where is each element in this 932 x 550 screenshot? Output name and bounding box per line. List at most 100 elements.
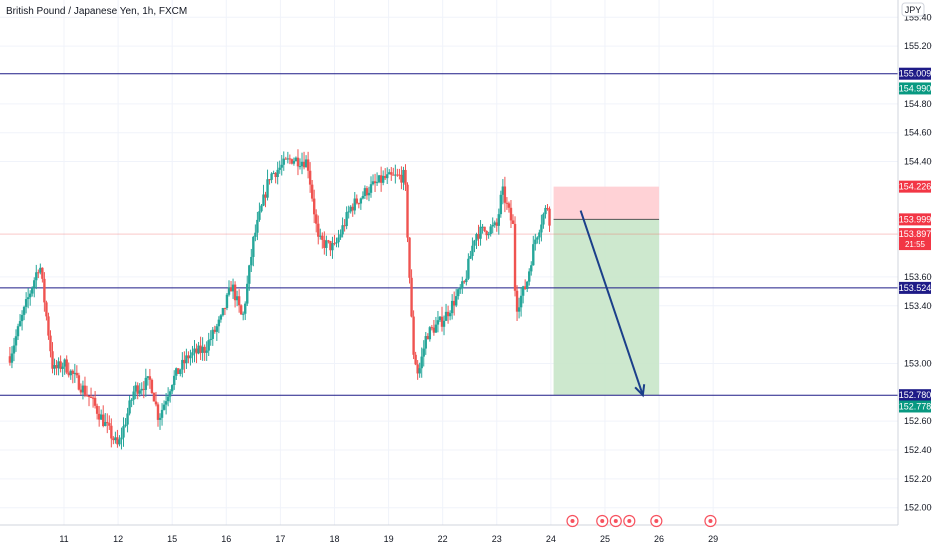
projection-arrow[interactable] [579,210,646,398]
candle-body [209,338,212,341]
candle-body [128,400,131,414]
candle-body [290,159,294,164]
event-icons[interactable] [566,514,717,528]
candle-body [110,425,113,439]
candle-body [308,170,312,185]
candle-body [26,297,30,300]
y-tick-label: 155.200 [904,41,932,51]
economic-event-dot [613,519,618,523]
x-tick-label: 19 [384,534,394,544]
candle-body [365,188,369,196]
candle-body [312,198,316,215]
x-tick-label: 29 [708,534,718,544]
candle-body [211,329,214,339]
candle-body [544,207,547,215]
candle-body [201,346,204,353]
candle-body [71,370,74,374]
candle-body [258,211,261,220]
candle-body [28,293,32,298]
economic-event-dot [708,519,713,523]
candle-body [83,385,87,395]
candle-body [300,161,304,167]
horizontal-levels[interactable] [0,73,898,396]
candle-body [446,311,450,317]
candle-body [373,181,377,184]
y-tick-label: 153.600 [904,272,932,282]
candle-body [144,377,148,390]
candle-body [102,414,105,426]
candle-body [81,385,85,393]
candle-body [33,280,36,288]
candle-body [73,372,77,374]
candle-body [436,320,440,325]
candle-body [61,366,64,369]
symbol-title: British Pound / Japanese Yen, 1h, FXCM [6,6,188,17]
candle-body [136,385,139,394]
candle-body [75,372,79,376]
price-tag [899,213,931,226]
candle-body [528,271,531,282]
candle-body [37,272,40,274]
candle-body [392,174,395,176]
candle-body [398,174,401,176]
candle-body [173,375,176,386]
candle-body [239,305,243,315]
arrow-head[interactable] [634,384,646,398]
line-price-tag-label: 152.780 [899,390,932,400]
candle-body [43,278,46,303]
y-tick-label: 153.000 [904,358,932,368]
take-profit-zone[interactable] [553,219,660,396]
candle-body [388,172,391,175]
x-tick-label: 16 [221,534,231,544]
candle-body [335,242,338,244]
candle-body [225,294,229,309]
price-axis[interactable]: 155.400 155.200 154.800 154.600 154.400 153.6… [904,12,932,512]
candle-body [420,356,423,369]
candle-body [434,324,438,333]
candle-body [268,179,271,181]
y-tick-label: 154.600 [904,128,932,138]
stop-loss-zone[interactable] [553,186,660,220]
y-tick-label: 153.400 [904,301,932,311]
candle-body [99,414,103,420]
candle-body [422,348,425,357]
candle-body [16,326,20,337]
candle-body [41,267,44,279]
candle-body [347,211,350,213]
candle-body [162,404,166,410]
candle-body [513,223,517,291]
candle-body [390,172,393,175]
candle-body [315,214,318,224]
candle-body [187,355,190,359]
candle-body [515,290,519,312]
candle-body [306,159,310,171]
candle-body [116,437,119,445]
candle-body [93,397,97,406]
candle-body [126,413,129,425]
candle-body [170,385,174,392]
candle-body [404,169,407,185]
candle-body [418,368,421,374]
candle-body [219,315,223,320]
candle-body [199,345,202,353]
currency-badge[interactable]: JPY [901,2,925,17]
candle-body [548,208,551,226]
time-axis[interactable]: 11 12 15 16 17 18 19 22 23 24 25 26 29 [59,534,718,544]
candle-body [361,195,365,199]
candle-body [95,405,99,414]
candle-body [195,348,198,354]
candle-body [507,203,511,208]
candle-body [473,240,476,246]
candle-body [503,186,507,203]
candle-body [223,307,227,309]
candle-body [321,235,324,240]
candle-body [49,335,52,352]
candle-body [227,287,231,295]
line-price-tag [899,389,931,402]
candle-body [288,158,292,160]
x-tick-label: 24 [546,534,556,544]
candle-body [379,175,383,183]
position-zones[interactable] [0,186,898,396]
arrow-shaft[interactable] [579,210,644,396]
